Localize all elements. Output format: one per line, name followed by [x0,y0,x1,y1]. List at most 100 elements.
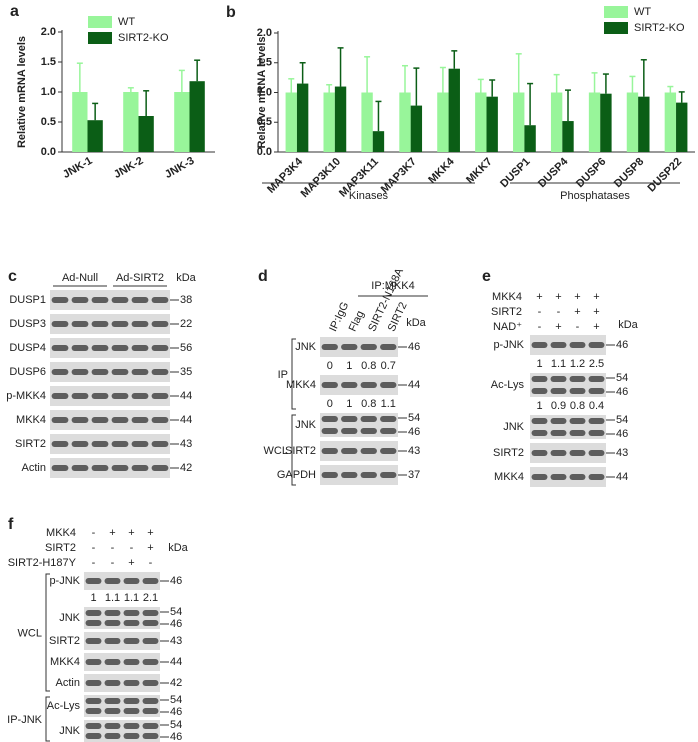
blot-strip [84,632,160,650]
row-label: MKK4 [16,414,46,426]
blot-band [151,465,169,471]
condition-sign: + [574,291,580,303]
blot-band [569,430,586,436]
blot-band [151,369,169,375]
blot-band [71,393,89,399]
quant-label: 1 [536,358,542,370]
blot-band [569,474,586,480]
bar [550,92,563,152]
mw-label: 44 [180,390,192,402]
quant-label: 0.7 [381,360,396,372]
row-label: DUSP3 [9,318,46,330]
blot-band [341,428,358,434]
condition-sign: + [147,542,153,554]
bar [285,92,297,152]
blot-strip [84,607,160,629]
blot-band [531,388,548,394]
blot-band [123,733,140,739]
quant-label: 1.2 [570,358,585,370]
blot-band [341,416,358,422]
quant-label: 1.1 [381,398,396,410]
condition-label: NAD⁺ [493,321,522,333]
blot-band [380,416,397,422]
condition-sign: + [574,306,580,318]
blot-band [550,376,567,382]
blot-strip [50,410,170,430]
bar [638,96,650,152]
blot-band [142,698,159,704]
row-label: SIRT2 [493,447,524,459]
blot-band [588,342,605,348]
blot-band [531,342,548,348]
blot-band [104,578,121,584]
blot-band [131,441,149,447]
blot-band [111,465,129,471]
condition-sign: - [149,557,153,569]
legend-label: WT [118,16,135,28]
blot-strip [84,572,160,590]
x-tick-label: JNK-3 [163,155,197,181]
mw-label: 44 [180,414,192,426]
panel-letter: e [482,268,491,285]
section-bracket [291,414,296,486]
row-label: JNK [503,421,524,433]
blot-strip [320,465,398,485]
blot-band [85,638,102,644]
blot-strip [50,338,170,358]
condition-label: SIRT2 [491,306,522,318]
blot-strip [320,375,398,395]
group-label: Kinases [349,190,389,202]
unit-label: kDa [406,317,426,329]
panel-letter: a [10,3,19,20]
blot-band [104,620,121,626]
y-tick-label: 0.0 [257,146,272,158]
section-label: WCL [264,445,288,457]
blot-band [360,344,377,350]
blot-band [588,450,605,456]
blot-band [123,659,140,665]
blot-band [360,472,377,478]
blot-strip [50,362,170,382]
legend-swatch [88,32,112,44]
blot-band [123,723,140,729]
bar [475,92,487,152]
blot-band [550,388,567,394]
blot-band [71,417,89,423]
x-tick-label: DUSP22 [645,156,684,195]
bar [410,105,423,152]
blot-band [360,428,377,434]
x-tick-label: DUSP6 [574,156,608,190]
blot-band [151,441,169,447]
condition-label: MKK4 [46,527,76,539]
blot-band [91,369,109,375]
condition-sign: - [92,542,96,554]
legend-swatch [604,22,628,34]
blot-band [51,393,69,399]
panel-letter: d [258,268,268,285]
group-label: Ad-SIRT2 [116,272,164,284]
y-tick-label: 0.5 [41,116,56,128]
bar [189,81,205,152]
legend-label: WT [634,6,651,18]
blot-band [151,345,169,351]
blot-band [531,430,548,436]
mw-label: 46 [408,426,420,438]
x-tick-label: MAP3K10 [299,156,343,200]
section-label: IP [278,369,288,381]
mw-label: 37 [408,469,420,481]
blot-band [588,388,605,394]
section-bracket [291,338,296,410]
blot-band [131,393,149,399]
bar [562,121,574,152]
blot-band [321,448,338,454]
blot-band [550,450,567,456]
blot-band [321,344,338,350]
blot-band [341,382,358,388]
blot-band [569,418,586,424]
blot-band [111,393,129,399]
y-axis-label: Relative mRNA levels [16,36,28,148]
bar [138,116,154,152]
bar [372,131,385,152]
mw-label: 44 [170,656,182,668]
blot-band [91,417,109,423]
